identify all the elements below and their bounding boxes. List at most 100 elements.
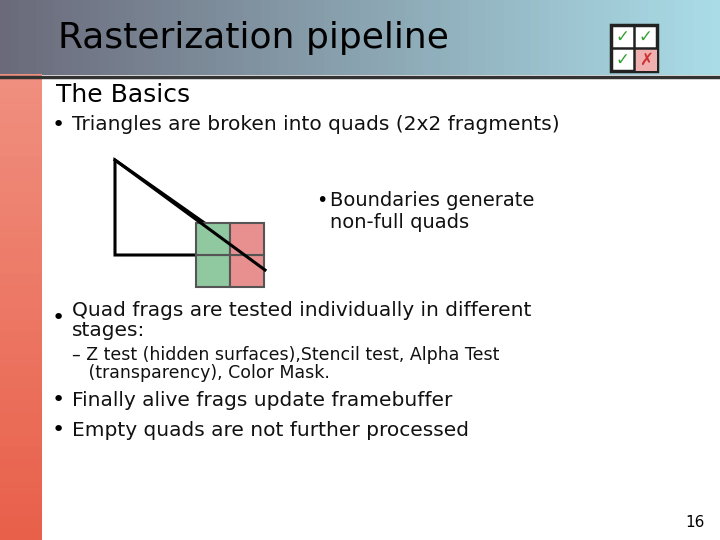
Bar <box>54 0 64 75</box>
Bar <box>405 0 415 75</box>
Bar <box>42 75 720 540</box>
Bar <box>180 0 190 75</box>
Bar <box>27 0 37 75</box>
Bar <box>441 0 451 75</box>
Bar <box>63 0 73 75</box>
Bar <box>396 0 406 75</box>
Bar <box>0 400 42 412</box>
Bar <box>0 248 42 261</box>
Bar <box>0 120 42 133</box>
Bar <box>225 0 235 75</box>
Bar <box>0 109 42 122</box>
Bar <box>306 0 316 75</box>
Bar <box>0 411 42 424</box>
Text: stages:: stages: <box>72 321 145 340</box>
Bar <box>594 0 604 75</box>
Bar <box>0 364 42 377</box>
Bar <box>196 223 230 255</box>
Bar <box>531 0 541 75</box>
Bar <box>0 156 42 168</box>
Bar <box>216 0 226 75</box>
Bar <box>666 0 676 75</box>
Bar <box>495 0 505 75</box>
Bar <box>252 0 262 75</box>
Bar <box>657 0 667 75</box>
Text: ✓: ✓ <box>616 51 629 69</box>
Bar <box>0 190 42 203</box>
Text: ✓: ✓ <box>639 28 652 45</box>
Bar <box>243 0 253 75</box>
Bar <box>486 0 496 75</box>
Bar <box>0 132 42 145</box>
Bar <box>135 0 145 75</box>
Bar <box>675 0 685 75</box>
Bar <box>414 0 424 75</box>
Bar <box>423 0 433 75</box>
Bar <box>0 144 42 157</box>
Bar <box>234 0 244 75</box>
Bar <box>612 0 622 75</box>
Text: – Z test (hidden surfaces),Stencil test, Alpha Test: – Z test (hidden surfaces),Stencil test,… <box>72 346 500 364</box>
Bar <box>0 295 42 307</box>
Bar <box>585 0 595 75</box>
Bar <box>0 492 42 505</box>
Bar <box>0 74 42 86</box>
Bar <box>0 423 42 435</box>
Bar <box>634 48 657 71</box>
Bar <box>0 179 42 191</box>
Bar <box>0 341 42 354</box>
Bar <box>576 0 586 75</box>
Bar <box>0 202 42 214</box>
Bar <box>315 0 325 75</box>
Bar <box>621 0 631 75</box>
Bar <box>693 0 703 75</box>
Text: 16: 16 <box>685 515 705 530</box>
Bar <box>513 0 523 75</box>
Bar <box>0 272 42 284</box>
Bar <box>684 0 694 75</box>
Bar <box>0 434 42 447</box>
Bar <box>450 0 460 75</box>
Bar <box>270 0 280 75</box>
Bar <box>522 0 532 75</box>
Bar <box>0 481 42 494</box>
Text: ✓: ✓ <box>616 28 629 45</box>
Bar <box>0 457 42 470</box>
Text: The Basics: The Basics <box>56 83 190 107</box>
Bar <box>81 0 91 75</box>
Bar <box>324 0 334 75</box>
Bar <box>261 0 271 75</box>
Text: Boundaries generate: Boundaries generate <box>330 191 534 210</box>
Text: non-full quads: non-full quads <box>330 213 469 232</box>
Bar <box>648 0 658 75</box>
Bar <box>189 0 199 75</box>
Bar <box>711 0 720 75</box>
Bar <box>230 255 264 287</box>
Bar <box>0 284 42 296</box>
Text: (transparency), Color Mask.: (transparency), Color Mask. <box>72 364 330 382</box>
Bar <box>0 237 42 249</box>
Bar <box>171 0 181 75</box>
Bar <box>0 0 10 75</box>
Bar <box>0 260 42 273</box>
Bar <box>144 0 154 75</box>
Bar <box>351 0 361 75</box>
Bar <box>0 528 42 540</box>
Bar <box>567 0 577 75</box>
Text: Finally alive frags update framebuffer: Finally alive frags update framebuffer <box>72 390 452 409</box>
Bar <box>117 0 127 75</box>
Bar <box>540 0 550 75</box>
Bar <box>468 0 478 75</box>
Text: •: • <box>52 115 66 135</box>
Bar <box>0 167 42 180</box>
Bar <box>702 0 712 75</box>
Text: •: • <box>316 191 328 210</box>
Bar <box>288 0 298 75</box>
Bar <box>36 0 46 75</box>
Text: Quad frags are tested individually in different: Quad frags are tested individually in di… <box>72 300 531 320</box>
Bar <box>630 0 640 75</box>
Bar <box>18 0 28 75</box>
Bar <box>387 0 397 75</box>
Bar <box>432 0 442 75</box>
Bar <box>0 446 42 458</box>
